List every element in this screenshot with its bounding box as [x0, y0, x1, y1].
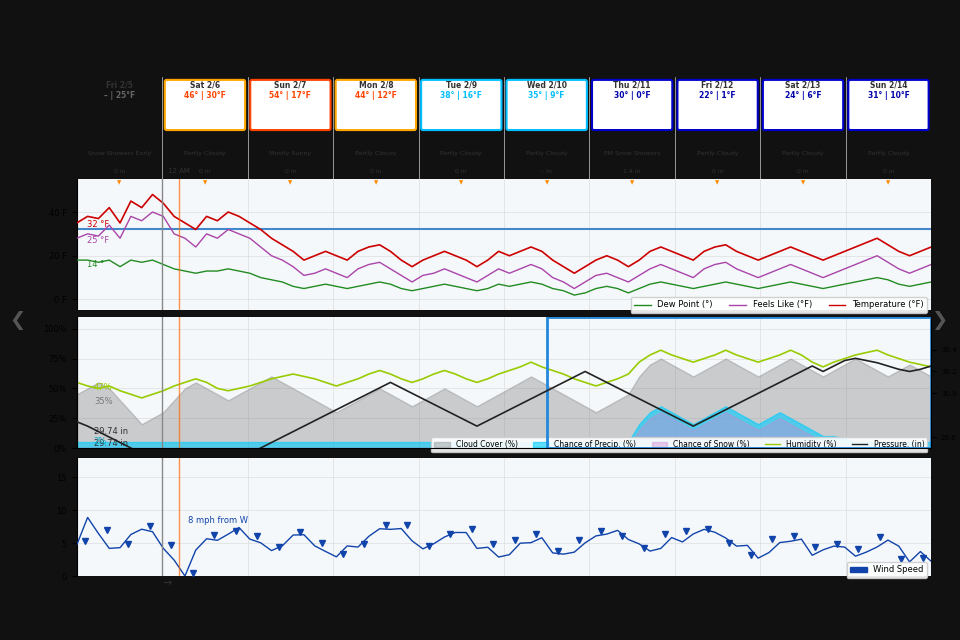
Text: Partly Cloudy: Partly Cloudy	[441, 151, 482, 156]
FancyBboxPatch shape	[251, 80, 330, 130]
Text: 0 in: 0 in	[797, 168, 809, 173]
FancyBboxPatch shape	[763, 80, 843, 130]
Text: ▼: ▼	[459, 180, 464, 185]
Text: 0 in: 0 in	[711, 168, 724, 173]
FancyBboxPatch shape	[678, 80, 757, 130]
FancyBboxPatch shape	[849, 80, 928, 130]
Text: 0 in: 0 in	[370, 168, 382, 173]
FancyBboxPatch shape	[165, 80, 245, 130]
Text: – | 25°F: – | 25°F	[104, 91, 135, 100]
Text: Mostly Sunny: Mostly Sunny	[270, 151, 311, 156]
Text: 54° | 17°F: 54° | 17°F	[270, 91, 311, 100]
Text: Thu 2/11: Thu 2/11	[613, 81, 651, 90]
Text: 47%: 47%	[94, 383, 112, 392]
Text: PM Snow Showers: PM Snow Showers	[604, 151, 660, 156]
Text: 30° | 0°F: 30° | 0°F	[613, 91, 651, 100]
Text: ▼: ▼	[801, 180, 805, 185]
FancyBboxPatch shape	[507, 80, 587, 130]
Text: ❮: ❮	[10, 310, 26, 330]
Text: 32 °F: 32 °F	[86, 221, 108, 230]
Text: 22° | 1°F: 22° | 1°F	[699, 91, 736, 100]
Text: Sun 2/14: Sun 2/14	[870, 81, 907, 90]
Text: 8 mph from W: 8 mph from W	[188, 516, 248, 525]
Text: 25 °F: 25 °F	[86, 236, 108, 244]
FancyBboxPatch shape	[421, 80, 501, 130]
Text: 44° | 12°F: 44° | 12°F	[355, 91, 396, 100]
Text: 24° | 6°F: 24° | 6°F	[784, 91, 822, 100]
Text: ▼: ▼	[544, 180, 549, 185]
Text: Fri 2/5: Fri 2/5	[107, 81, 132, 90]
Text: Wed 2/10: Wed 2/10	[527, 81, 566, 90]
Text: 0 in: 0 in	[199, 168, 211, 173]
Legend: Dew Point (°), Feels Like (°F), Temperature (°F): Dew Point (°), Feels Like (°F), Temperat…	[631, 297, 927, 313]
Text: 14 °: 14 °	[86, 260, 104, 269]
Text: 29.74 in: 29.74 in	[94, 427, 128, 436]
Text: ▼: ▼	[715, 180, 720, 185]
Text: 2%: 2%	[94, 436, 108, 445]
Text: 12 AM: 12 AM	[168, 168, 190, 174]
Text: – in: – in	[541, 168, 552, 173]
Text: Partly Cloudy: Partly Cloudy	[782, 151, 824, 156]
Text: ▼: ▼	[288, 180, 293, 185]
Text: 29.74 in: 29.74 in	[94, 438, 128, 448]
Text: 35° | 9°F: 35° | 9°F	[528, 91, 565, 100]
Text: →: →	[162, 578, 172, 588]
Text: Partly Cloudy: Partly Cloudy	[868, 151, 909, 156]
Text: 0 in: 0 in	[882, 168, 895, 173]
Text: ▼: ▼	[117, 180, 122, 185]
Text: 31° | 10°F: 31° | 10°F	[868, 91, 909, 100]
FancyBboxPatch shape	[592, 80, 672, 130]
Text: Partly Cloudy: Partly Cloudy	[526, 151, 567, 156]
Text: 0 in: 0 in	[113, 168, 126, 173]
Text: ▼: ▼	[630, 180, 635, 185]
Text: ▼: ▼	[373, 180, 378, 185]
FancyBboxPatch shape	[336, 80, 416, 130]
Legend: Wind Speed: Wind Speed	[847, 562, 927, 578]
Text: Partly Cloudy: Partly Cloudy	[184, 151, 226, 156]
Text: Partly Cloudy: Partly Cloudy	[355, 151, 396, 156]
Text: Fri 2/12: Fri 2/12	[702, 81, 733, 90]
Text: Sat 2/6: Sat 2/6	[190, 81, 220, 90]
Text: Sun 2/7: Sun 2/7	[275, 81, 306, 90]
Text: Sat 2/13: Sat 2/13	[785, 81, 821, 90]
Legend: Cloud Cover (%), Chance of Precip. (%), Chance of Snow (%), Humidity (%), Pressu: Cloud Cover (%), Chance of Precip. (%), …	[431, 437, 927, 452]
Text: 1.4 in: 1.4 in	[623, 168, 641, 173]
Text: 46° | 30°F: 46° | 30°F	[184, 91, 226, 100]
Text: ❯: ❯	[931, 310, 948, 330]
Text: 0 in: 0 in	[455, 168, 468, 173]
Text: ▼: ▼	[886, 180, 891, 185]
Text: Mon 2/8: Mon 2/8	[358, 81, 394, 90]
Text: 38° | 16°F: 38° | 16°F	[441, 91, 482, 100]
Text: Tue 2/9: Tue 2/9	[445, 81, 477, 90]
Text: 0 in: 0 in	[284, 168, 297, 173]
Text: 35%: 35%	[94, 397, 112, 406]
Text: Partly Cloudy: Partly Cloudy	[697, 151, 738, 156]
Text: ▼: ▼	[203, 180, 207, 185]
Text: Snow Showers Early: Snow Showers Early	[87, 151, 152, 156]
